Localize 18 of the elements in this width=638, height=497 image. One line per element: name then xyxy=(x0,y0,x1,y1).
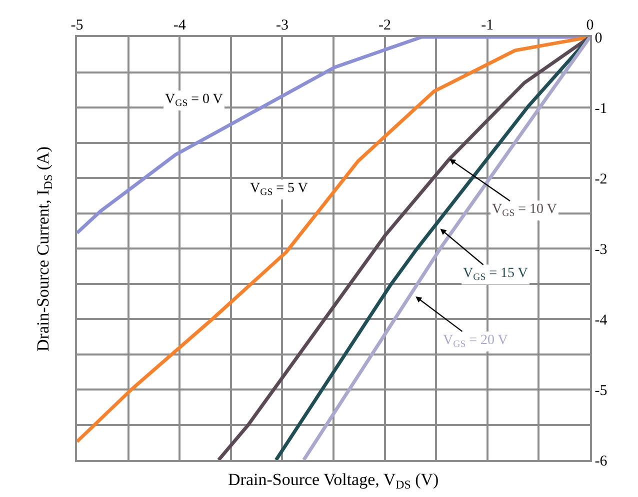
text: V$_{GS}$ = 15 V xyxy=(463,266,528,283)
x-axis-title: Drain-Source Voltage, V$_{DS}$ (V) xyxy=(228,470,439,492)
x-tick-label: -3 xyxy=(276,17,288,34)
y-tick-label: -5 xyxy=(594,382,608,399)
y-tick-label: -6 xyxy=(594,453,608,470)
x-tick-label: -5 xyxy=(70,17,84,34)
y-tick-label: -2 xyxy=(594,171,608,188)
y-tick-label: -3 xyxy=(594,242,608,258)
y-tick-label: 0 xyxy=(594,30,602,46)
x-tick-label: -2 xyxy=(378,17,392,34)
series-label: V$_{GS}$ = 0 V xyxy=(165,92,223,109)
text: V$_{GS}$ = 10 V xyxy=(492,202,557,219)
y-tick-label: -1 xyxy=(594,100,608,117)
x-tick-label: -1 xyxy=(481,17,494,34)
text: V$_{GS}$ = 20 V xyxy=(443,333,508,350)
x-tick-label: -4 xyxy=(173,17,186,34)
y-tick-label: -4 xyxy=(594,312,608,328)
series-label: V$_{GS}$ = 5 V xyxy=(250,181,308,198)
